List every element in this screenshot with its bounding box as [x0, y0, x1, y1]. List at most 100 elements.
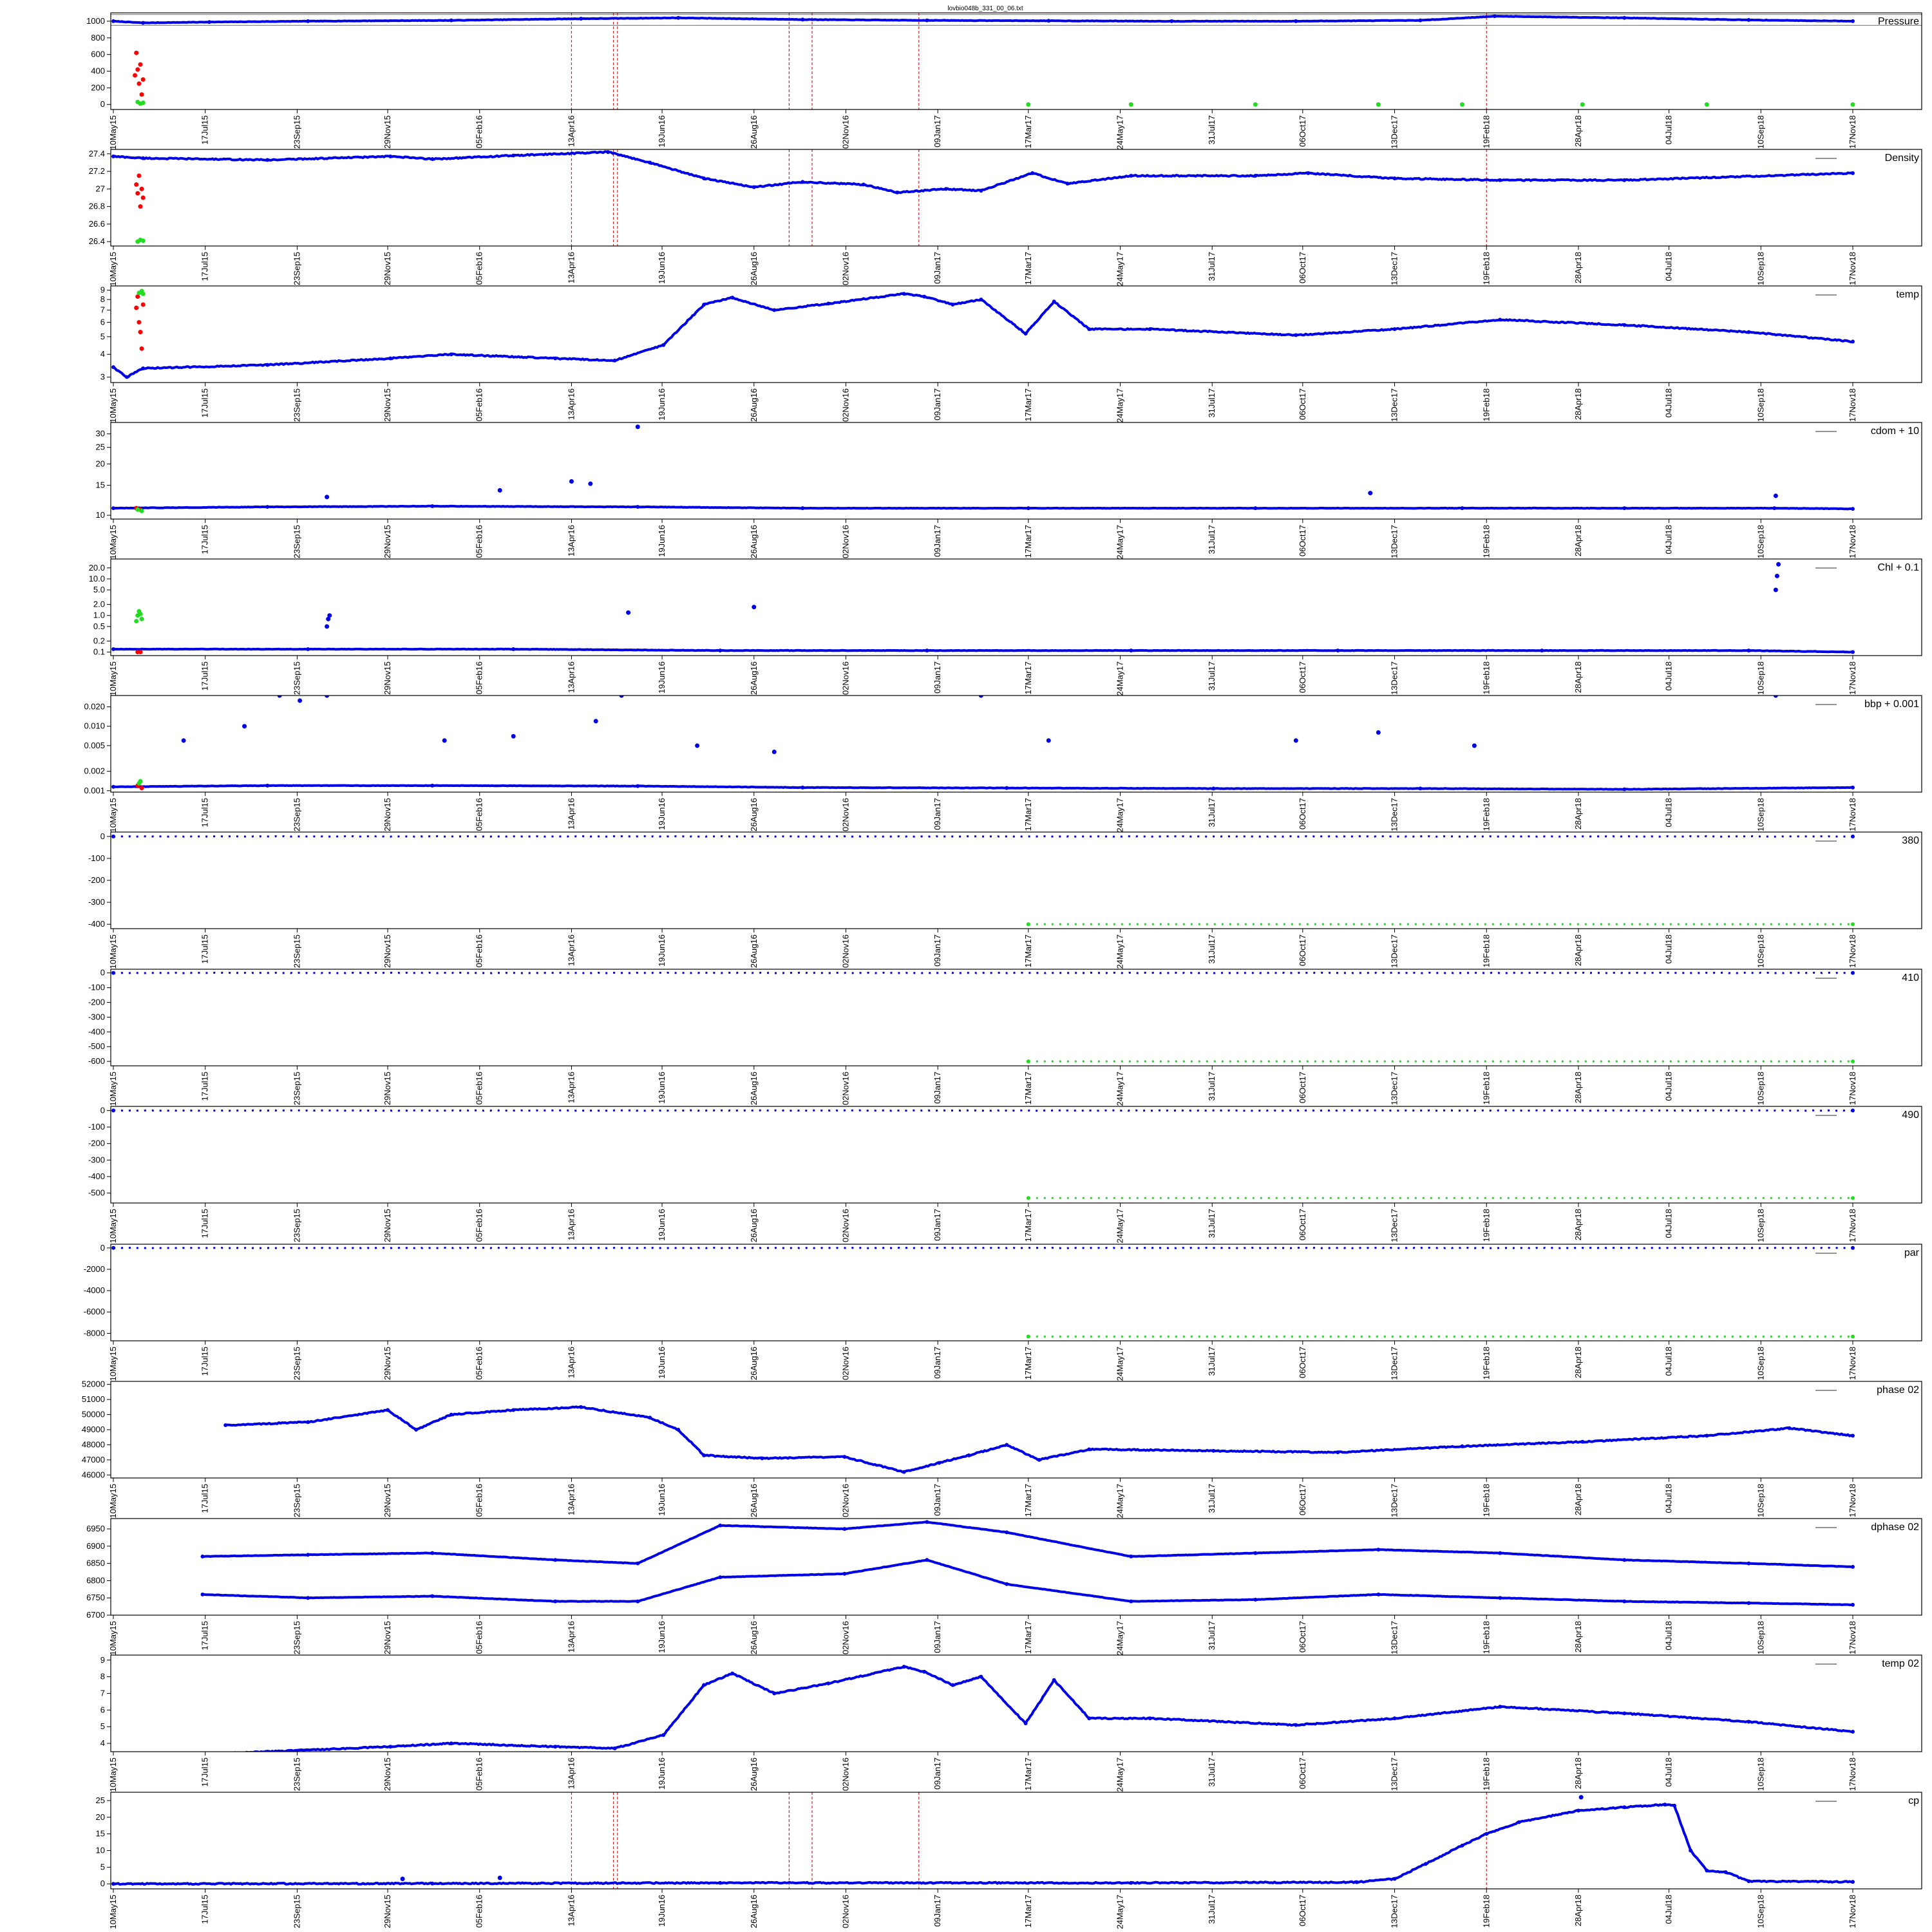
data-point [223, 1423, 228, 1427]
data-point [325, 696, 330, 698]
data-point [1392, 1877, 1397, 1881]
series-0 [111, 504, 1855, 511]
data-point [111, 154, 115, 158]
y-tick-label: 0 [100, 1105, 105, 1115]
panel-7: -600 -500 -400 -300 -200 -100 0 10May15 17Jul15 2… [88, 968, 1922, 1106]
data-point [1253, 1551, 1258, 1555]
data-point [1026, 1059, 1030, 1064]
data-point [1851, 1245, 1855, 1250]
data-point [1460, 506, 1464, 511]
x-tick-label: 09Jan17 [933, 252, 942, 284]
panel-2: 3 4 5 6 789 10May15 17Jul15 23Sep15 29Nov15 05Feb… [100, 285, 1922, 422]
data-point [1023, 331, 1028, 336]
legend-label: cp [1908, 1795, 1919, 1806]
y-tick-label: 5 [100, 332, 105, 341]
data-point [265, 158, 270, 162]
data-point [134, 182, 139, 187]
data-point [1517, 1820, 1521, 1824]
x-tick-label: 10Sep18 [1756, 388, 1765, 422]
x-tick-label: 23Sep15 [292, 252, 301, 285]
x-tick-label: 29Nov15 [383, 934, 392, 968]
x-tick-label: 10Sep18 [1756, 1757, 1765, 1791]
data-point [1772, 506, 1777, 511]
data-point [137, 319, 142, 325]
x-tick-label: 17Nov18 [1848, 1209, 1857, 1242]
data-point [1211, 786, 1216, 791]
x-tick-label: 17Mar17 [1023, 1895, 1033, 1927]
data-point [1484, 1832, 1489, 1836]
plot-area [111, 696, 1855, 791]
data-point [695, 743, 700, 748]
data-point [242, 724, 247, 729]
data-point [1705, 1434, 1709, 1438]
x-tick-label: 10May15 [108, 115, 118, 149]
x-tick-label: 17Jul15 [200, 1895, 210, 1924]
x-tick-label: 13Dec17 [1390, 1484, 1399, 1517]
x-tick-label: 28Apr18 [1573, 1209, 1583, 1240]
x-tick-label: 05Feb16 [475, 1484, 484, 1517]
data-point [1851, 785, 1855, 790]
x-tick-label: 31Jul17 [1207, 1621, 1217, 1651]
data-point [922, 1669, 927, 1674]
x-tick-label: 13Apr16 [566, 798, 576, 829]
series-track [113, 971, 1853, 974]
data-point [1026, 102, 1031, 107]
series-1 [134, 294, 146, 351]
data-point [134, 305, 139, 310]
x-tick-label: 17Jul15 [200, 934, 210, 964]
data-point [636, 505, 640, 509]
y-tick-label: 0 [100, 1243, 105, 1253]
y-tick-label: 4 [100, 349, 105, 359]
legend-label: temp 02 [1882, 1658, 1919, 1669]
x-tick-label: 19Feb18 [1481, 1621, 1491, 1654]
y-tick-label: 6750 [86, 1593, 105, 1602]
data-point [1472, 743, 1477, 748]
data-point [111, 19, 115, 23]
data-point [1253, 506, 1258, 511]
data-point [1622, 1711, 1627, 1716]
x-tick-label: 19Feb18 [1481, 1209, 1491, 1242]
data-point [1747, 17, 1751, 22]
y-tick-label: -600 [88, 1056, 105, 1066]
data-point [718, 1575, 723, 1580]
x-tick-label: 31Jul17 [1207, 388, 1217, 418]
panel-8: -500 -400 -300 -200 -100 0 10May15 17Jul15 23Sep… [88, 1105, 1922, 1243]
x-tick-label: 10Sep18 [1756, 1072, 1765, 1105]
x-tick-label: 09Jan17 [933, 1484, 942, 1516]
x-tick-label: 09Jan17 [933, 525, 942, 557]
data-point [430, 1881, 435, 1886]
data-point [1129, 1599, 1133, 1604]
data-point [135, 67, 140, 72]
series-0 [111, 292, 1855, 379]
data-point [842, 1571, 847, 1576]
x-tick-label: 23Sep15 [292, 1209, 301, 1242]
x-tick-label: 13Dec17 [1390, 1895, 1399, 1928]
x-tick-label: 23Sep15 [292, 1621, 301, 1654]
panel-9: -8000 -6000 -4000 -2000 0 10May15 17Jul15 23Sep… [84, 1243, 1922, 1381]
x-tick-label: 13Dec17 [1390, 388, 1399, 422]
data-point [1026, 1196, 1030, 1200]
x-tick-label: 28Apr18 [1573, 388, 1583, 420]
data-point [1723, 1870, 1728, 1875]
x-tick-label: 09Jan17 [933, 1347, 942, 1379]
data-point [139, 508, 144, 513]
data-point [842, 1455, 847, 1459]
x-tick-label: 17Nov18 [1848, 252, 1857, 285]
data-point [449, 352, 453, 357]
data-point [1005, 1582, 1009, 1586]
x-tick-label: 13Apr16 [566, 1757, 576, 1789]
y-tick-label: -200 [88, 1139, 105, 1148]
data-point [1423, 1862, 1428, 1866]
y-tick-label: 10.0 [89, 574, 105, 583]
x-tick-label: 05Feb16 [475, 525, 484, 558]
x-tick-label: 13Dec17 [1390, 1072, 1399, 1105]
data-point [752, 185, 756, 189]
x-tick-label: 17Mar17 [1023, 1209, 1033, 1242]
y-tick-label: 15 [96, 480, 105, 489]
series-2 [135, 649, 143, 654]
y-tick-label: 1.0 [93, 611, 105, 620]
series-track [113, 292, 1853, 379]
data-point [1026, 922, 1030, 927]
x-tick-label: 29Nov15 [383, 1209, 392, 1242]
x-tick-label: 31Jul17 [1207, 1895, 1217, 1924]
